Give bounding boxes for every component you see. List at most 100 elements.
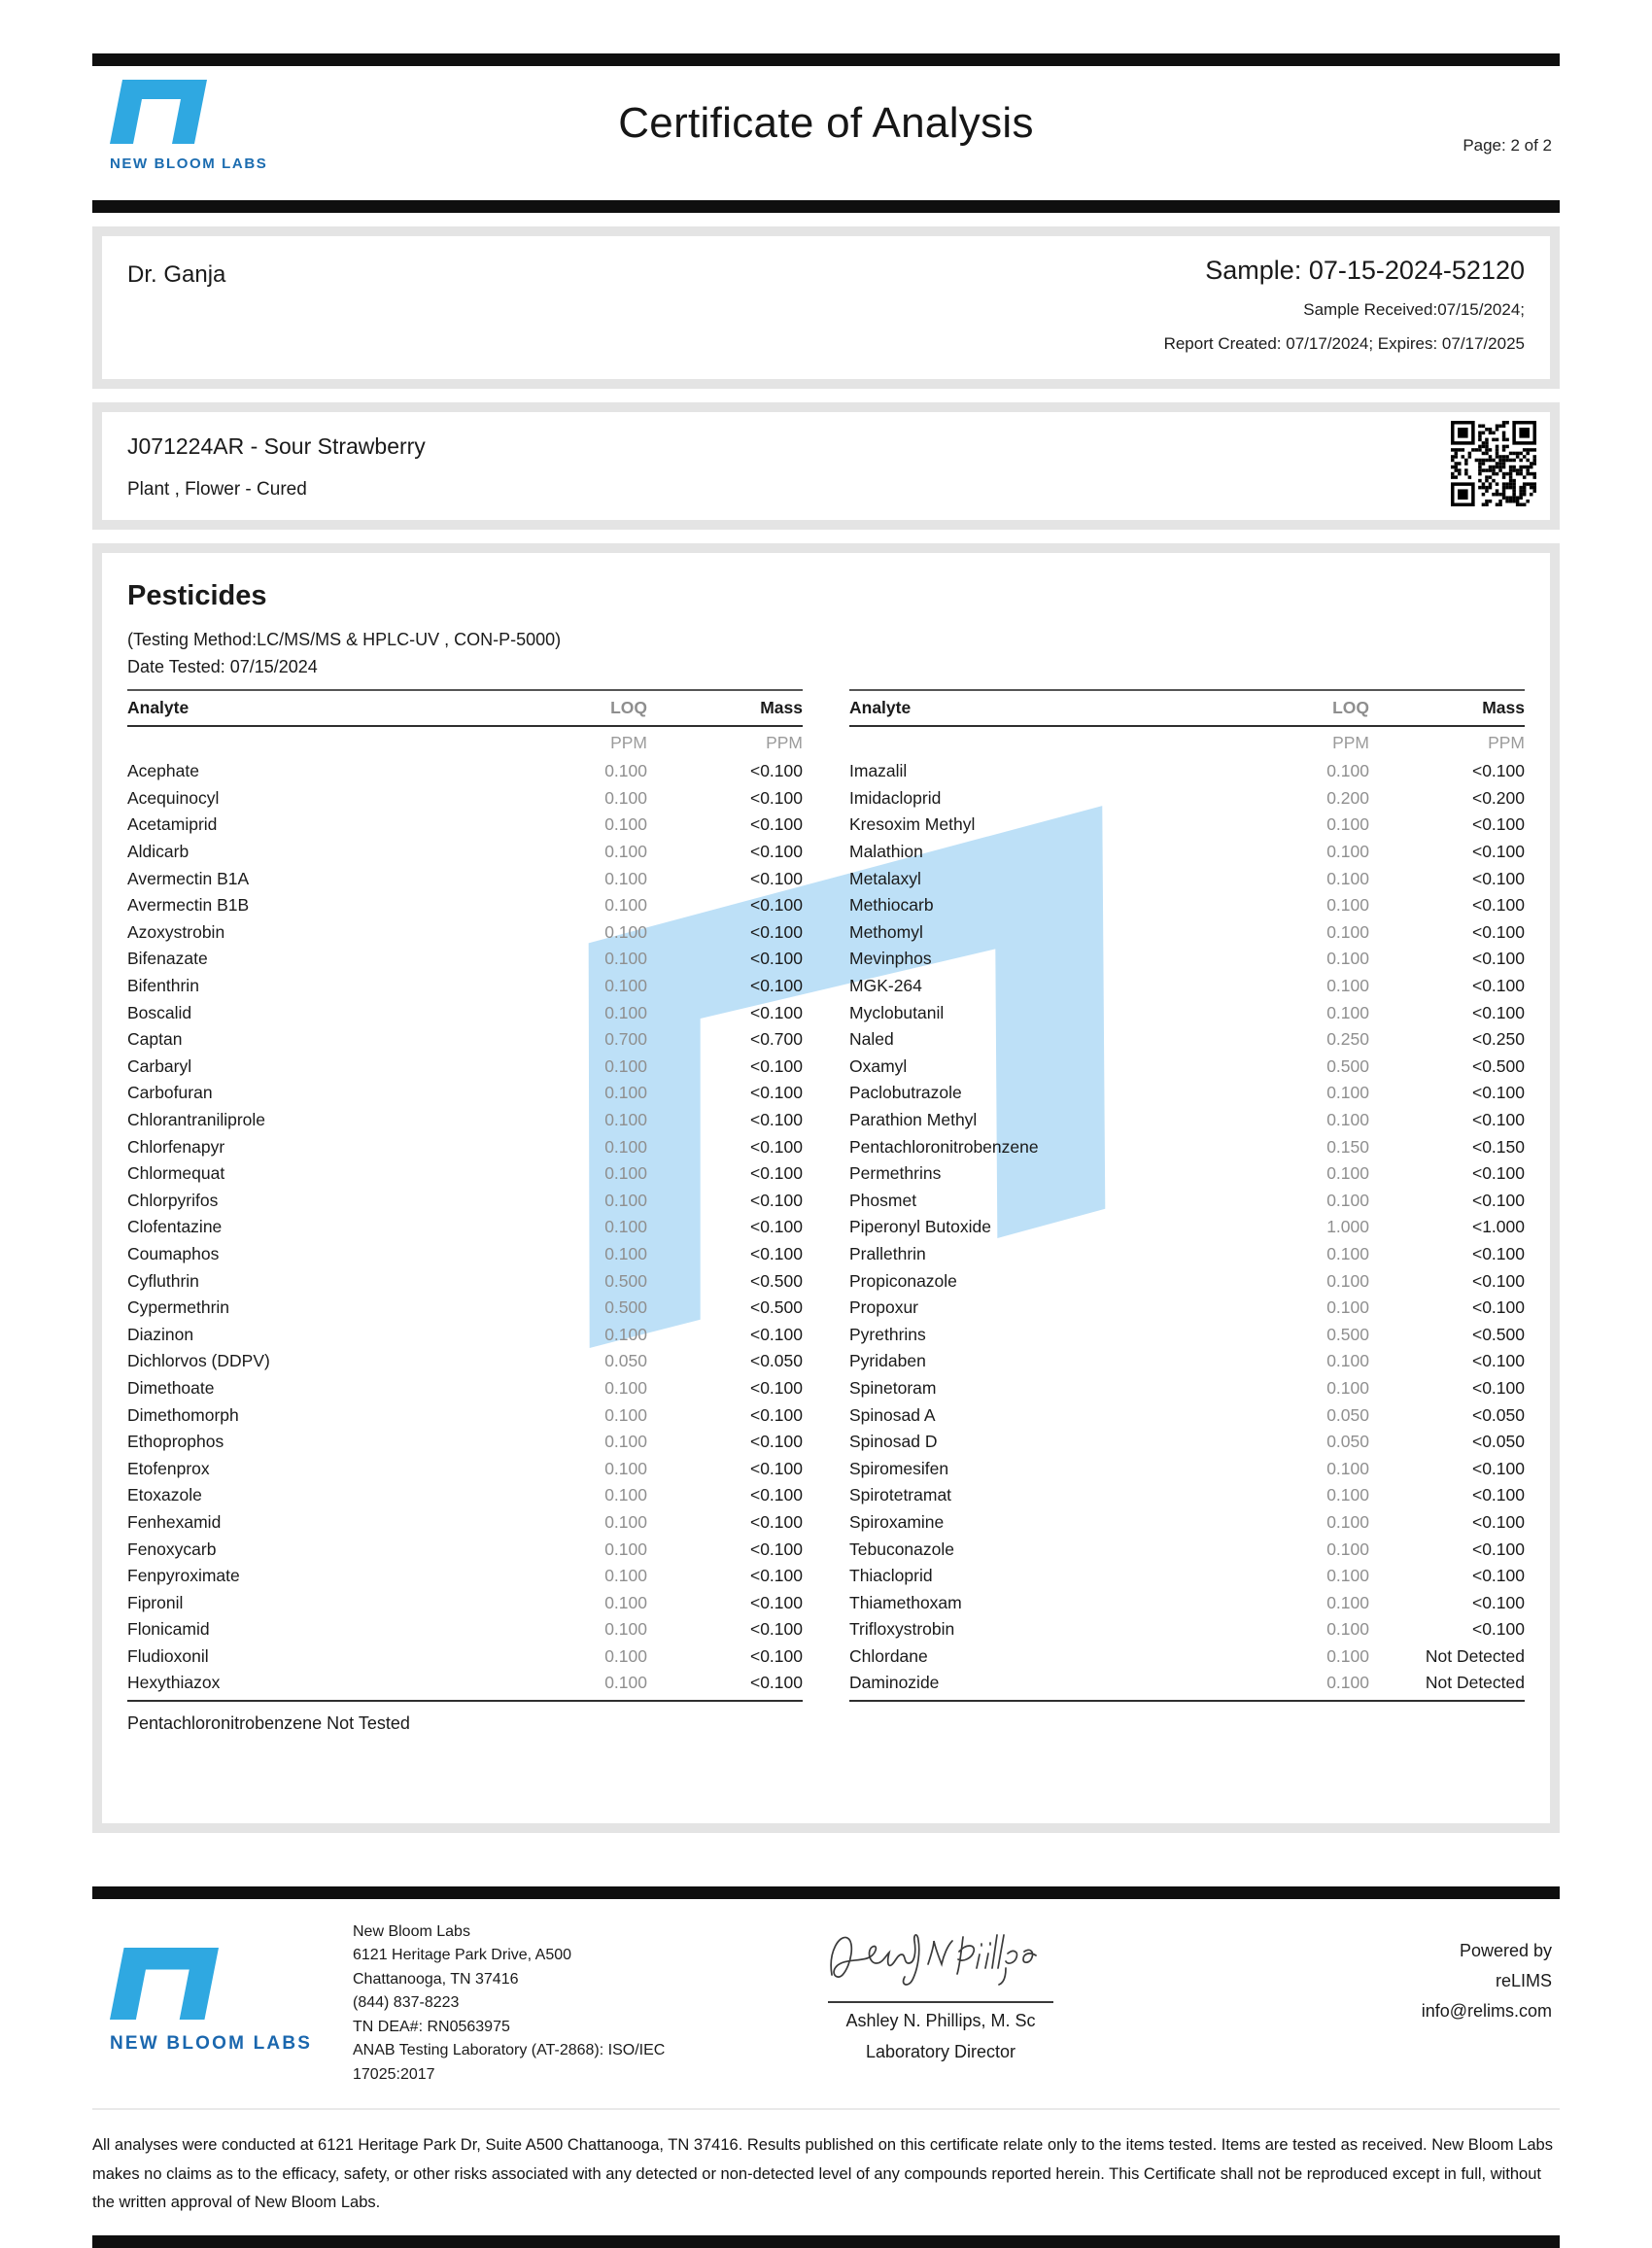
analyte-name: Etofenprox (127, 1458, 210, 1478)
table-row: Naled 0.250 <0.250 (849, 1026, 1525, 1054)
footer: NEW BLOOM LABS New Bloom Labs 6121 Herita… (92, 1899, 1560, 2088)
analyte-name: Bifenazate (127, 949, 208, 969)
analyte-name: Methiocarb (849, 895, 934, 916)
loq-value: 0.100 (604, 842, 647, 862)
table-row: Chlorfenapyr 0.100 <0.100 (127, 1133, 803, 1160)
table-row: Dimethoate 0.100 <0.100 (127, 1375, 803, 1402)
mass-value: <0.100 (1471, 1485, 1525, 1505)
mass-value: <0.100 (749, 1619, 803, 1640)
table-row: Myclobutanil 0.100 <0.100 (849, 999, 1525, 1026)
analyte-name: Chlorfenapyr (127, 1136, 225, 1157)
footer-divider-bar (92, 1885, 1560, 1899)
loq-value: 0.700 (604, 1029, 647, 1050)
mass-value: <0.500 (1471, 1055, 1525, 1076)
new-bloom-labs-logo-icon (110, 80, 207, 144)
loq-value: 0.100 (1326, 1673, 1369, 1693)
loq-value: 0.100 (604, 1458, 647, 1478)
loq-value: 0.100 (1326, 1539, 1369, 1559)
client-name: Dr. Ganja (127, 261, 226, 288)
mass-value: <0.100 (1471, 1110, 1525, 1130)
testing-method: (Testing Method:LC/MS/MS & HPLC-UV , CON… (127, 630, 562, 649)
loq-value: 0.100 (1326, 895, 1369, 916)
table-row: Piperonyl Butoxide 1.000 <1.000 (849, 1214, 1525, 1241)
analyte-name: Diazinon (127, 1324, 194, 1344)
powered-by-block: Powered by reLIMS info@relims.com (1422, 1915, 1552, 2088)
analyte-name: Chlordane (849, 1645, 928, 1666)
loq-value: 1.000 (1326, 1217, 1369, 1237)
loq-value: 0.100 (604, 1190, 647, 1210)
analyte-name: Prallethrin (849, 1243, 926, 1263)
loq-value: 0.100 (604, 1485, 647, 1505)
analyte-name: Acequinocyl (127, 787, 220, 808)
mass-value: <0.100 (749, 1645, 803, 1666)
mass-value: Not Detected (1425, 1673, 1525, 1693)
table-row: MGK-264 0.100 <0.100 (849, 973, 1525, 1000)
table-row: Thiacloprid 0.100 <0.100 (849, 1563, 1525, 1590)
analyte-name: Permethrins (849, 1163, 942, 1184)
table-row: Paclobutrazole 0.100 <0.100 (849, 1080, 1525, 1107)
mass-value: <0.100 (1471, 1190, 1525, 1210)
signer-title: Laboratory Director (865, 2041, 1016, 2061)
mass-value: <0.100 (749, 921, 803, 942)
mass-value: <0.100 (749, 1404, 803, 1425)
analyte-name: Boscalid (127, 1002, 192, 1022)
table-row: Pyrethrins 0.500 <0.500 (849, 1321, 1525, 1348)
analyte-name: Spirotetramat (849, 1485, 952, 1505)
analyte-name: Imidacloprid (849, 787, 942, 808)
unit-mass: PPM (766, 733, 803, 752)
sample-received: Sample Received:07/15/2024; (1303, 300, 1525, 319)
table-row: Fipronil 0.100 <0.100 (127, 1589, 803, 1616)
loq-value: 0.100 (604, 1404, 647, 1425)
loq-value: 0.100 (604, 949, 647, 969)
analyte-name: Pyrethrins (849, 1324, 926, 1344)
analyte-name: Propoxur (849, 1297, 919, 1318)
analyte-name: Thiacloprid (849, 1566, 933, 1586)
table-row: Captan 0.700 <0.700 (127, 1026, 803, 1054)
lab-info-line: 17025:2017 (353, 2065, 435, 2083)
analyte-name: Carbofuran (127, 1083, 213, 1103)
lab-wordmark: NEW BLOOM LABS (110, 156, 268, 172)
loq-value: 0.500 (1326, 1055, 1369, 1076)
analyte-name: Dimethoate (127, 1377, 215, 1398)
loq-value: 0.100 (604, 1243, 647, 1263)
analyte-name: Methomyl (849, 921, 923, 942)
loq-value: 0.100 (1326, 1458, 1369, 1478)
mass-value: <0.100 (749, 1324, 803, 1344)
loq-value: 0.100 (604, 761, 647, 781)
table-row: Phosmet 0.100 <0.100 (849, 1188, 1525, 1215)
mass-value: <0.100 (749, 787, 803, 808)
loq-value: 0.500 (1326, 1324, 1369, 1344)
mass-value: <0.500 (749, 1270, 803, 1291)
sample-id: Sample: 07-15-2024-52120 (1205, 256, 1525, 285)
mass-value: <0.100 (749, 1566, 803, 1586)
analyte-name: Fenhexamid (127, 1511, 222, 1532)
mass-value: <0.100 (749, 1432, 803, 1452)
lab-info-line: New Bloom Labs (353, 1922, 470, 1940)
loq-value: 0.050 (1326, 1432, 1369, 1452)
signer-name: Ashley N. Phillips, M. Sc (845, 2010, 1036, 2030)
analyte-name: Spinosad A (849, 1404, 936, 1425)
mass-value: <0.200 (1471, 787, 1525, 808)
mass-value: <0.500 (1471, 1324, 1525, 1344)
loq-value: 0.100 (1326, 949, 1369, 969)
lab-logo: NEW BLOOM LABS (110, 80, 267, 172)
loq-value: 0.100 (604, 895, 647, 916)
mass-value: <0.100 (749, 842, 803, 862)
table-row: Fenoxycarb 0.100 <0.100 (127, 1536, 803, 1563)
mass-value: <0.100 (1471, 1163, 1525, 1184)
analyte-name: Paclobutrazole (849, 1083, 962, 1103)
loq-value: 0.500 (604, 1270, 647, 1291)
col-mass: Mass (1482, 698, 1525, 717)
analyte-name: Imazalil (849, 761, 908, 781)
analyte-name: Cypermethrin (127, 1297, 230, 1318)
results-table-right: Analyte LOQ Mass PPM PPM Imazalil 0.100 (849, 689, 1525, 1702)
product-name: J071224AR - Sour Strawberry (127, 433, 426, 459)
mass-value: <0.100 (749, 814, 803, 835)
mass-value: <0.100 (749, 949, 803, 969)
table-row: Chlormequat 0.100 <0.100 (127, 1160, 803, 1188)
mass-value: <0.050 (1471, 1432, 1525, 1452)
table-row: Hexythiazox 0.100 <0.100 (127, 1670, 803, 1697)
loq-value: 0.100 (1326, 1163, 1369, 1184)
analyte-name: Naled (849, 1029, 894, 1050)
table-row: Spinosad A 0.050 <0.050 (849, 1401, 1525, 1429)
